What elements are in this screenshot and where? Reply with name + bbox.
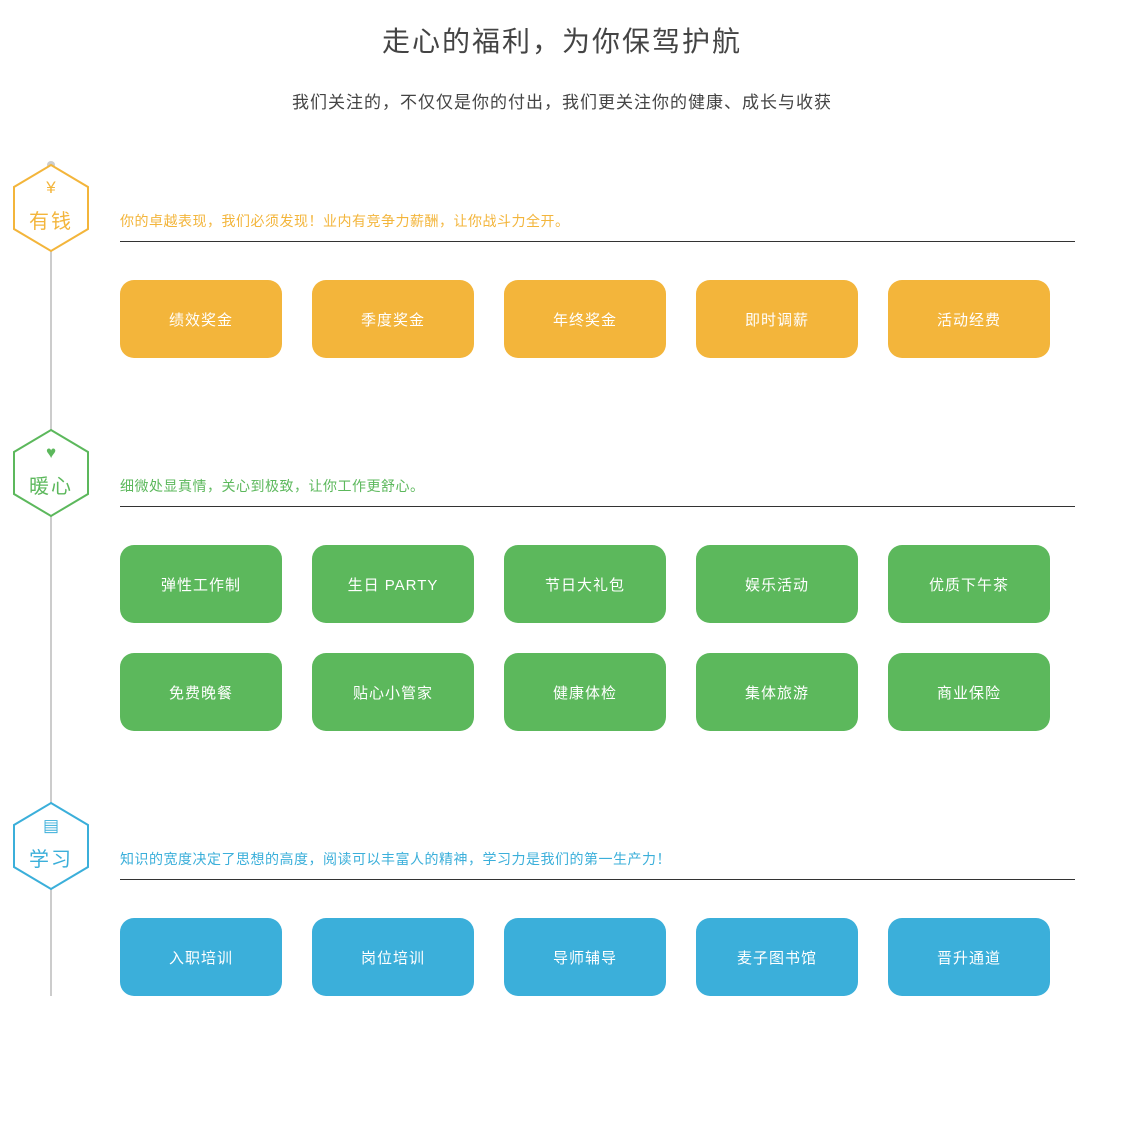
pill-item: 晋升通道 (888, 918, 1050, 996)
header: 走心的福利，为你保驾护航 我们关注的，不仅仅是你的付出，我们更关注你的健康、成长… (0, 20, 1124, 113)
pill-item: 活动经费 (888, 280, 1050, 358)
pill-item: 贴心小管家 (312, 653, 474, 731)
section-desc-learn: 知识的宽度决定了思想的高度，阅读可以丰富人的精神，学习力是我们的第一生产力！ (120, 801, 1124, 879)
pill-item: 商业保险 (888, 653, 1050, 731)
pill-item: 节日大礼包 (504, 545, 666, 623)
section-desc-money: 你的卓越表现，我们必须发现！业内有竞争力薪酬，让你战斗力全开。 (120, 163, 1124, 241)
pill-item: 导师辅导 (504, 918, 666, 996)
hexagon-money: ¥ 有钱 (12, 163, 90, 253)
divider (120, 879, 1075, 880)
pill-item: 即时调薪 (696, 280, 858, 358)
pill-item: 麦子图书馆 (696, 918, 858, 996)
pill-item: 年终奖金 (504, 280, 666, 358)
divider (120, 506, 1075, 507)
book-icon: ▤ (12, 817, 90, 834)
pill-item: 季度奖金 (312, 280, 474, 358)
hex-label-money: 有钱 (12, 205, 90, 234)
yen-icon: ¥ (12, 179, 90, 196)
pill-item: 娱乐活动 (696, 545, 858, 623)
pill-group-money: 绩效奖金季度奖金年终奖金即时调薪活动经费 (120, 280, 1075, 358)
page-subtitle: 我们关注的，不仅仅是你的付出，我们更关注你的健康、成长与收获 (0, 88, 1124, 113)
hexagon-warm: ♥ 暖心 (12, 428, 90, 518)
pill-item: 免费晚餐 (120, 653, 282, 731)
pill-item: 健康体检 (504, 653, 666, 731)
page-title: 走心的福利，为你保驾护航 (0, 20, 1124, 60)
section-warm: ♥ 暖心 细微处显真情，关心到极致，让你工作更舒心。弹性工作制生日 PARTY节… (50, 428, 1124, 731)
section-learn: ▤ 学习 知识的宽度决定了思想的高度，阅读可以丰富人的精神，学习力是我们的第一生… (50, 801, 1124, 996)
pill-item: 弹性工作制 (120, 545, 282, 623)
pill-item: 岗位培训 (312, 918, 474, 996)
timeline-container: ¥ 有钱 你的卓越表现，我们必须发现！业内有竞争力薪酬，让你战斗力全开。绩效奖金… (0, 163, 1124, 996)
hex-label-learn: 学习 (12, 843, 90, 872)
pill-item: 入职培训 (120, 918, 282, 996)
heart-icon: ♥ (12, 444, 90, 461)
section-money: ¥ 有钱 你的卓越表现，我们必须发现！业内有竞争力薪酬，让你战斗力全开。绩效奖金… (50, 163, 1124, 358)
pill-item: 绩效奖金 (120, 280, 282, 358)
pill-item: 优质下午茶 (888, 545, 1050, 623)
hexagon-learn: ▤ 学习 (12, 801, 90, 891)
pill-group-warm: 弹性工作制生日 PARTY 节日大礼包娱乐活动优质下午茶免费晚餐贴心小管家健康体检… (120, 545, 1075, 731)
pill-item: 生日 PARTY (312, 545, 474, 623)
divider (120, 241, 1075, 242)
pill-item: 集体旅游 (696, 653, 858, 731)
hex-label-warm: 暖心 (12, 470, 90, 499)
section-desc-warm: 细微处显真情，关心到极致，让你工作更舒心。 (120, 428, 1124, 506)
pill-group-learn: 入职培训岗位培训导师辅导麦子图书馆晋升通道 (120, 918, 1075, 996)
